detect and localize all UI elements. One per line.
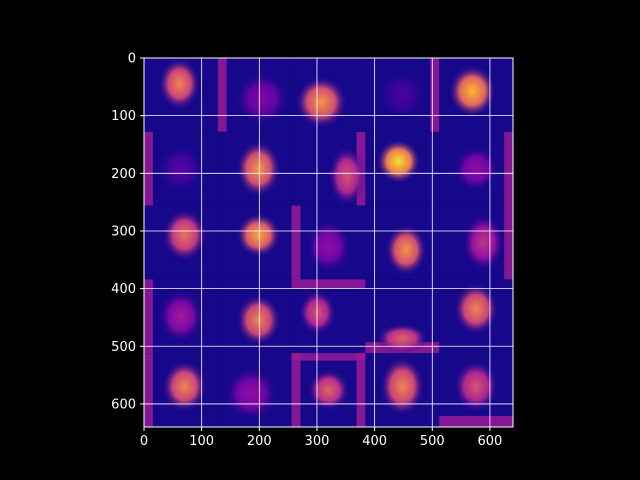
image-tile	[144, 353, 218, 427]
tile-edge	[291, 205, 301, 280]
tile-edge	[439, 415, 513, 427]
tile-blob	[453, 283, 499, 335]
image-tile	[365, 279, 440, 354]
tile-blob	[376, 323, 429, 354]
tile-blob	[236, 140, 281, 197]
image-tile	[365, 205, 440, 280]
x-tick-label: 300	[305, 434, 330, 449]
tile-edge	[504, 131, 513, 206]
tile-blob	[328, 146, 366, 206]
image-tile	[291, 58, 366, 132]
tile-blob	[462, 214, 505, 271]
tile-blob	[236, 72, 288, 125]
tile-blob	[162, 209, 207, 261]
y-tick-label: 0	[128, 52, 136, 67]
tile-edge	[291, 353, 301, 427]
image-tile	[217, 205, 292, 280]
image-tile	[365, 131, 440, 206]
y-tick-label: 200	[111, 167, 136, 182]
tile-blob	[236, 212, 281, 258]
image-tile	[291, 353, 366, 427]
tile-blob	[295, 76, 347, 129]
tile-blob	[453, 360, 499, 413]
tile-blob	[298, 290, 336, 335]
tile-edge	[144, 131, 153, 206]
image-tile	[439, 205, 513, 280]
tile-blob	[236, 294, 281, 346]
tile-blob	[385, 224, 427, 276]
image-tile	[144, 131, 218, 206]
image-tile	[439, 131, 513, 206]
tile-edge	[144, 279, 153, 354]
y-tick-label: 100	[111, 109, 136, 124]
x-tick-label: 0	[140, 434, 148, 449]
image-tile	[291, 205, 366, 280]
tile-edge	[430, 58, 440, 132]
y-tick-label: 300	[111, 224, 136, 239]
y-tick-label: 400	[111, 282, 136, 297]
image-tile	[217, 131, 292, 206]
tile-blob	[307, 369, 350, 411]
tile-blob	[158, 58, 201, 110]
x-tick-label: 100	[189, 434, 214, 449]
image-tile	[217, 279, 292, 354]
y-axis: 0 100 200 300 400 500 600	[111, 52, 144, 412]
tile-edge	[217, 58, 227, 132]
axes-frame	[143, 57, 514, 428]
tile-edge	[291, 353, 366, 361]
tile-blob	[158, 290, 204, 343]
tile-blob	[225, 367, 277, 420]
x-axis: 0 100 200 300 400 500 600	[140, 427, 502, 449]
x-tick-label: 600	[478, 434, 503, 449]
tile-edge	[504, 205, 513, 280]
tile-edge	[291, 279, 366, 289]
image-tile	[439, 279, 513, 354]
tile-blob	[453, 146, 499, 191]
x-tick-label: 400	[362, 434, 387, 449]
x-tick-label: 500	[420, 434, 445, 449]
tile-blob	[306, 220, 351, 273]
y-tick-label: 600	[111, 397, 136, 412]
image-tile	[144, 279, 218, 354]
tile-edge	[144, 353, 153, 427]
image-tile	[217, 58, 292, 132]
tile-edge	[356, 353, 366, 427]
tile-blob	[380, 72, 425, 118]
tile-blob	[162, 360, 207, 413]
tile-blob	[448, 65, 497, 118]
image-tile	[144, 205, 218, 280]
tile-blob	[158, 146, 204, 191]
image-tile	[291, 279, 366, 354]
image-mosaic	[144, 58, 513, 427]
image-tile	[439, 353, 513, 427]
image-tile	[365, 58, 440, 132]
y-tick-label: 500	[111, 340, 136, 355]
image-tile	[144, 58, 218, 132]
image-tile	[365, 353, 440, 427]
x-tick-label: 200	[247, 434, 272, 449]
image-tile	[439, 58, 513, 132]
image-tile	[217, 353, 292, 427]
tile-blob	[376, 139, 421, 184]
tile-blob	[380, 356, 425, 416]
image-tile	[291, 131, 366, 206]
